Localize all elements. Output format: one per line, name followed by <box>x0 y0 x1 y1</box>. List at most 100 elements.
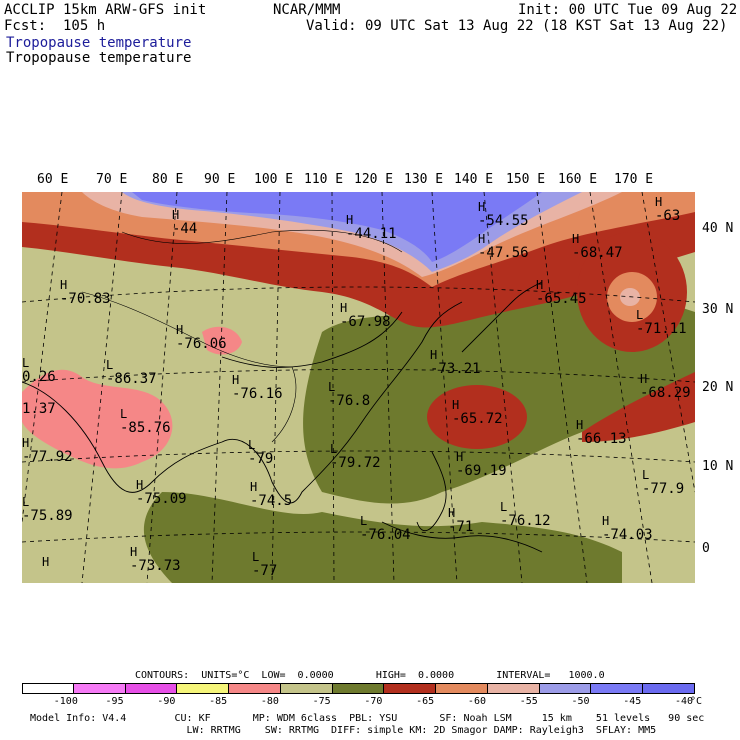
field-title-primary: Tropopause temperature <box>6 35 192 51</box>
extremum-label: H -44 <box>172 208 197 236</box>
extremum-label: H -76.06 <box>176 323 227 351</box>
extremum-value: -68.29 <box>640 385 691 401</box>
extremum-label: H -76.16 <box>232 373 283 401</box>
high-marker: H <box>430 348 438 362</box>
lon-label: 100 E <box>254 172 294 187</box>
lon-label: 140 E <box>454 172 494 187</box>
extremum-value: -67.98 <box>340 314 391 330</box>
extremum-value: -76.06 <box>176 336 227 352</box>
extremum-value: -44 <box>172 221 198 237</box>
extremum-label: L -85.76 <box>120 407 171 435</box>
field-region <box>132 192 542 262</box>
colorbar-swatch <box>229 683 281 694</box>
extremum-value: -75.89 <box>22 508 73 524</box>
field-title-secondary: Tropopause temperature <box>6 50 192 66</box>
colorbar-tick-label: -55 <box>519 696 538 707</box>
extremum-value: -69.19 <box>456 463 507 479</box>
lon-label: 150 E <box>506 172 546 187</box>
extremum-label: H -73.21 <box>430 348 481 376</box>
field-region <box>202 326 242 355</box>
colorbar-swatch <box>436 683 488 694</box>
extremum-value: -76.16 <box>232 386 283 402</box>
low-marker: L <box>500 500 508 514</box>
extremum-label: L -79 <box>248 438 273 466</box>
extremum-label: H -65.72 <box>452 398 503 426</box>
colorbar-swatch <box>73 683 126 694</box>
low-marker: L <box>22 495 30 509</box>
extremum-label: H -74.03 <box>602 514 653 542</box>
lon-label: 130 E <box>404 172 444 187</box>
extremum-value: -76.12 <box>500 513 551 529</box>
colorbar-tick-label: -50 <box>571 696 590 707</box>
extremum-label: L -77.9 <box>642 468 684 496</box>
extremum-value: -71.11 <box>636 321 687 337</box>
extremum-value: -77.9 <box>642 481 685 497</box>
extremum-label: H -54.55 <box>478 200 529 228</box>
high-marker: H <box>176 323 184 337</box>
low-marker: L <box>360 514 368 528</box>
high-marker: H <box>572 232 580 246</box>
extremum-label: H -75.09 <box>136 478 187 506</box>
valid-time: Valid: 09 UTC Sat 13 Aug 22 (18 KST Sat … <box>306 18 728 34</box>
colorbar-tick-label: -100 <box>53 696 78 707</box>
colorbar-tick-label: -70 <box>364 696 383 707</box>
extremum-label: H -68.29 <box>640 372 691 400</box>
tropopause-temperature-map <box>22 192 695 583</box>
extremum-value: -44.11 <box>346 226 397 242</box>
colorbar-swatch <box>125 683 178 694</box>
colorbar-tick-label: -85 <box>209 696 228 707</box>
low-marker: L <box>636 308 644 322</box>
colorbar-tick-label: -40 <box>675 696 694 707</box>
lon-label: 70 E <box>96 172 128 187</box>
extremum-value: -76.04 <box>360 527 411 543</box>
extremum-value: -73.73 <box>130 558 181 574</box>
extremum-value: 1.37 <box>22 401 56 417</box>
init-time: Init: 00 UTC Tue 09 Aug 22 <box>518 2 738 18</box>
extremum-value: -65.45 <box>536 291 587 307</box>
high-marker: H <box>172 208 180 222</box>
lat-label: 10 N <box>702 459 734 474</box>
extremum-label: H -77.92 <box>22 436 73 464</box>
extremum-value: -65.72 <box>452 411 503 427</box>
colorbar-swatch <box>177 683 230 694</box>
high-marker: H <box>340 301 348 315</box>
colorbar-tick-label: -75 <box>312 696 331 707</box>
colorbar-unit: °C <box>690 696 703 707</box>
colorbar-tick-label: -60 <box>467 696 486 707</box>
field-region <box>427 385 527 449</box>
extremum-label: H <box>42 555 49 569</box>
model-info-line1: Model Info: V4.4 CU: KF MP: WDM 6class P… <box>30 713 705 724</box>
extremum-label: L -71.11 <box>636 308 687 336</box>
extremum-label: L -76.8 <box>328 380 370 408</box>
extremum-label: L -77 <box>252 550 277 578</box>
field-region <box>22 369 173 469</box>
extremum-label: H -66.13 <box>576 418 627 446</box>
organization: NCAR/MMM <box>273 2 341 18</box>
extremum-value: -54.55 <box>478 213 529 229</box>
extremum-value: -77 <box>252 563 278 579</box>
high-marker: H <box>232 373 240 387</box>
lon-label: 90 E <box>204 172 236 187</box>
extremum-label: H -74.5 <box>250 480 292 508</box>
extremum-value: -75.09 <box>136 491 187 507</box>
lat-label: 20 N <box>702 380 734 395</box>
extremum-value: -79 <box>248 451 274 467</box>
low-marker: L <box>248 438 256 452</box>
extremum-value: -66.13 <box>576 431 627 447</box>
colorbar-swatch <box>384 683 437 694</box>
extremum-value: -71 <box>448 519 474 535</box>
extremum-value: -86.37 <box>106 371 157 387</box>
extremum-label: L -79.72 <box>330 442 381 470</box>
colorbar-frame <box>22 683 695 694</box>
lon-label: 80 E <box>152 172 184 187</box>
low-marker: L <box>22 356 30 370</box>
extremum-label: H -44.11 <box>346 213 397 241</box>
extremum-label: L -76.04 <box>360 514 411 542</box>
extremum-label: 1.37 <box>22 402 56 416</box>
extremum-label: H -69.19 <box>456 450 507 478</box>
extremum-value: -79.72 <box>330 455 381 471</box>
low-marker: L <box>120 407 128 421</box>
extremum-value: 0.26 <box>22 369 56 385</box>
extremum-value: -77.92 <box>22 449 73 465</box>
high-marker: H <box>655 195 663 209</box>
